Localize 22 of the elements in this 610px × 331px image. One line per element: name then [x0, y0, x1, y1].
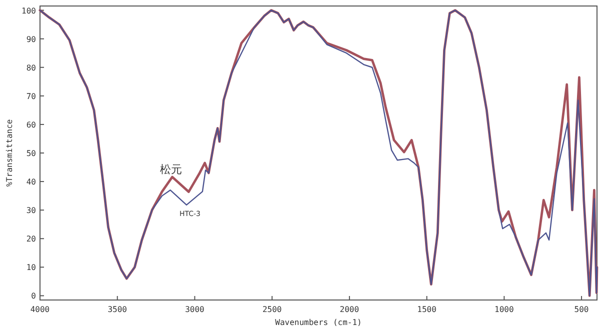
x-tick-label: 3500	[108, 305, 128, 314]
x-tick-label: 1500	[417, 305, 437, 314]
y-tick-label: 80	[26, 63, 36, 72]
x-tick-label: 3000	[185, 305, 205, 314]
x-tick-label: 4000	[30, 305, 50, 314]
y-tick-label: 0	[31, 292, 36, 301]
y-tick-label: 10	[26, 263, 36, 272]
x-tick-label: 500	[574, 305, 589, 314]
y-tick-label: 90	[26, 34, 36, 44]
y-tick-label: 20	[26, 234, 36, 244]
x-axis-title: Wavenumbers (cm-1)	[275, 318, 362, 327]
y-tick-label: 100	[22, 6, 36, 16]
x-tick-label: 2000	[340, 305, 360, 314]
y-tick-label: 30	[26, 206, 36, 216]
y-tick-label: 40	[26, 178, 36, 187]
y-tick-label: 50	[26, 149, 36, 158]
y-axis-title: %Transmittance	[5, 119, 14, 187]
y-tick-label: 70	[26, 92, 36, 101]
y-tick-label: 60	[26, 120, 36, 130]
x-tick-label: 2500	[262, 305, 282, 314]
x-tick-label: 1000	[494, 305, 514, 314]
series-label: 松元	[160, 163, 182, 176]
